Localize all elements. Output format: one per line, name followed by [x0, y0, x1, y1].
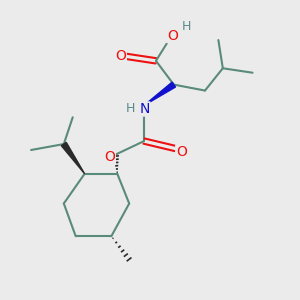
Text: O: O: [116, 50, 126, 63]
Text: O: O: [104, 150, 115, 164]
Text: H: H: [182, 20, 191, 33]
Polygon shape: [61, 142, 85, 174]
Text: O: O: [176, 145, 187, 159]
Text: O: O: [167, 28, 178, 43]
Text: N: N: [140, 102, 150, 116]
Text: H: H: [126, 102, 135, 115]
Polygon shape: [144, 82, 176, 105]
